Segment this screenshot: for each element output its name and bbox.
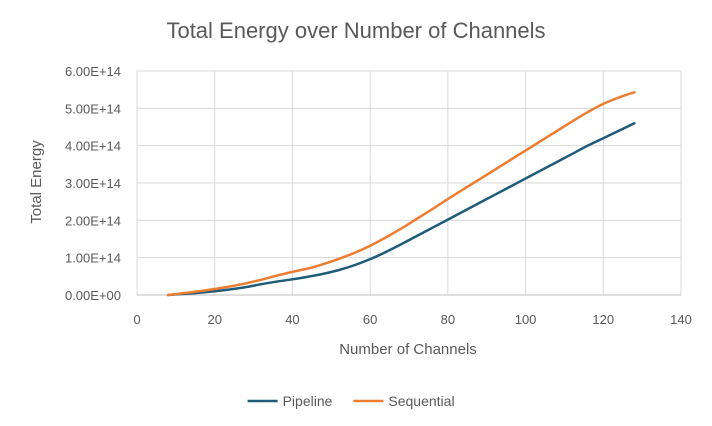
y-tick-label: 5.00E+14 [65,101,121,116]
gridlines [137,70,682,295]
y-tick-label: 0.00E+00 [65,288,121,303]
y-tick-label: 6.00E+14 [65,64,121,79]
x-tick-label: 120 [592,312,614,327]
x-tick-label: 140 [670,312,692,327]
x-tick-label: 60 [363,312,377,327]
y-tick-label: 1.00E+14 [65,251,121,266]
chart-title: Total Energy over Number of Channels [166,18,545,43]
series-line-sequential [166,91,636,297]
x-tick-labels: 0 20 40 60 80 100 120 140 [133,312,691,327]
y-tick-label: 4.00E+14 [65,139,121,154]
legend-label: Pipeline [283,393,333,409]
x-tick-label: 40 [285,312,299,327]
y-tick-label: 2.00E+14 [65,213,121,228]
x-tick-label: 20 [207,312,221,327]
legend-item-pipeline: Pipeline [247,393,333,409]
series-line-pipeline [166,122,636,297]
x-tick-label: 0 [133,312,140,327]
series-lines [166,91,636,297]
legend: Pipeline Sequential [247,393,455,409]
x-tick-label: 100 [515,312,537,327]
legend-label: Sequential [388,393,454,409]
x-axis-label: Number of Channels [339,341,477,358]
axes [136,71,681,296]
legend-item-sequential: Sequential [353,393,455,409]
y-tick-labels: 0.00E+00 1.00E+14 2.00E+14 3.00E+14 4.00E+14… [65,64,121,303]
x-tick-label: 80 [441,312,455,327]
y-tick-label: 3.00E+14 [65,176,121,191]
y-axis-label: Total Energy [28,140,45,224]
